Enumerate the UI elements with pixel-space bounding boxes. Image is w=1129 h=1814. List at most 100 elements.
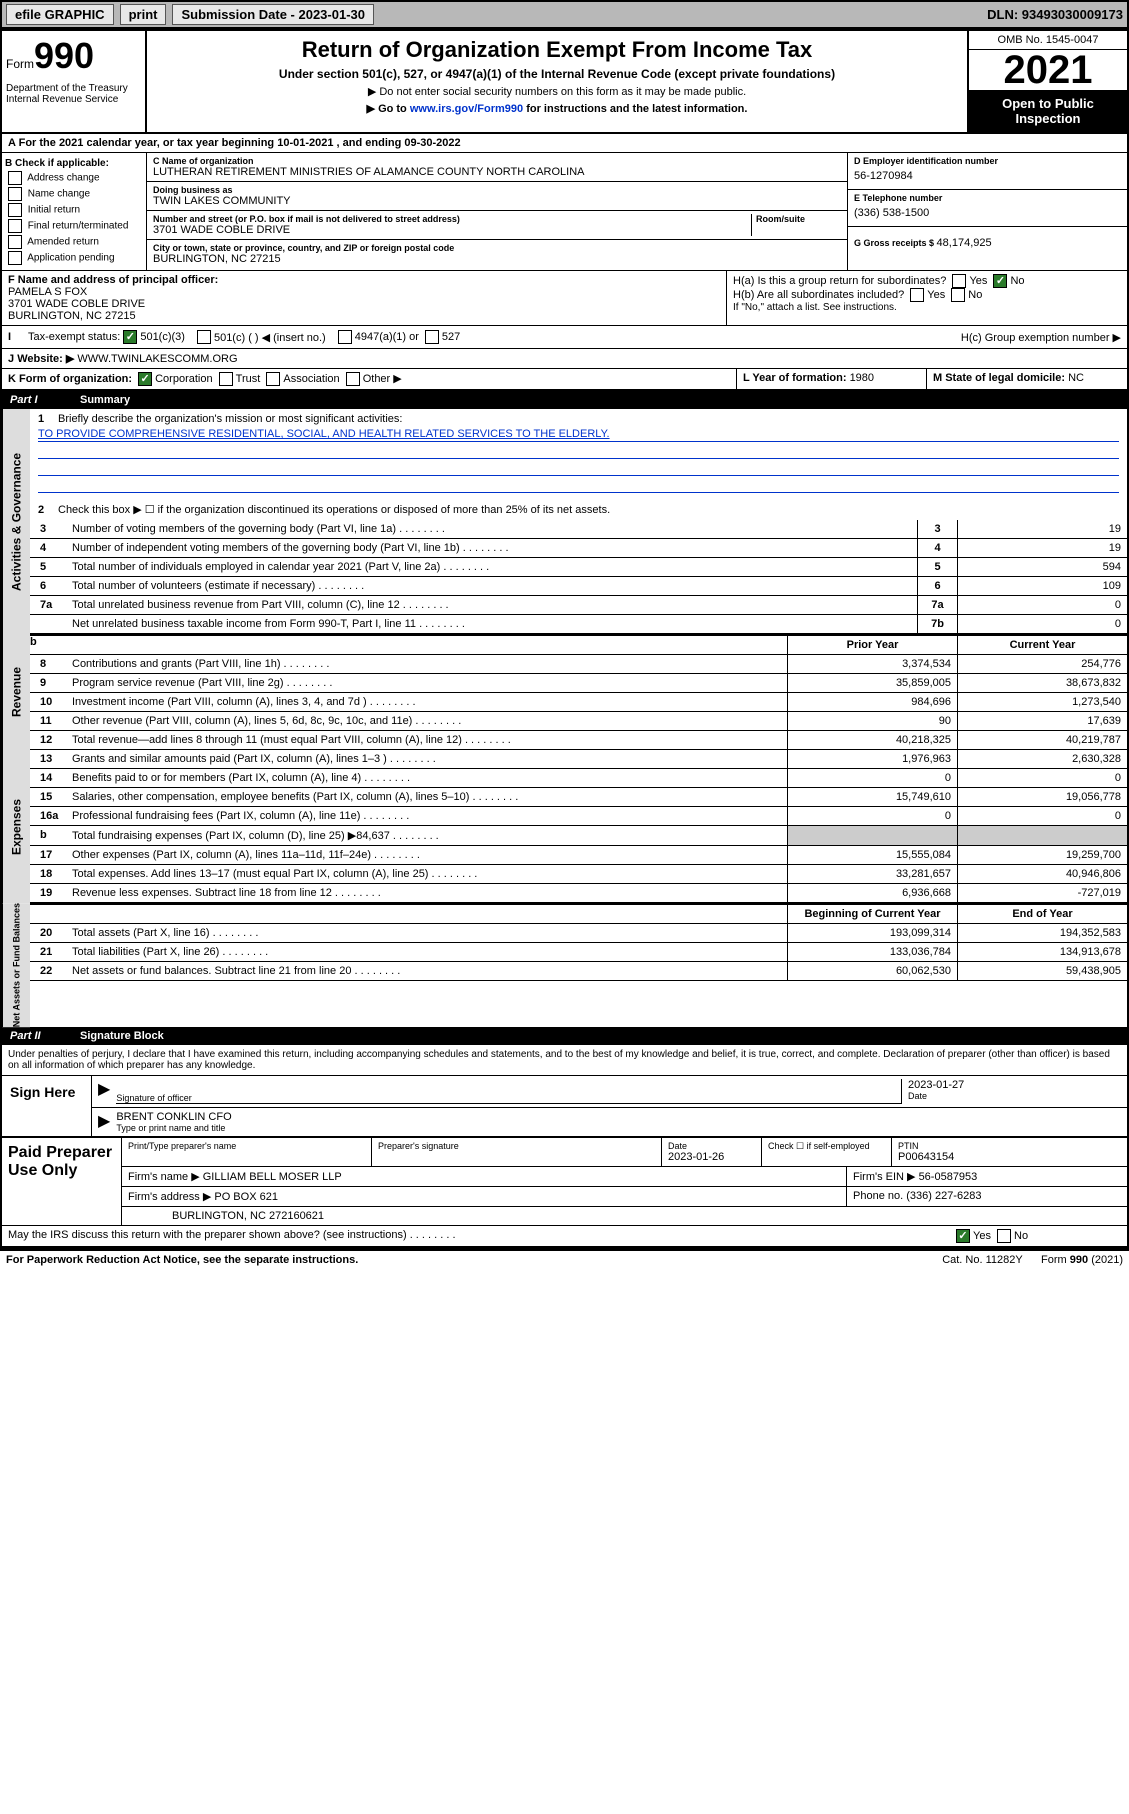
hb-yes[interactable] — [910, 288, 924, 302]
gov-line: 3 Number of voting members of the govern… — [30, 520, 1127, 539]
city-label: City or town, state or province, country… — [153, 243, 841, 253]
l-label: L Year of formation: — [743, 372, 850, 384]
hb-no[interactable] — [951, 288, 965, 302]
print-button[interactable]: print — [120, 4, 167, 25]
firm-addr: PO BOX 621 — [214, 1191, 278, 1203]
date-label: Date — [908, 1091, 1121, 1101]
ck-assoc[interactable] — [266, 372, 280, 386]
firm-name: GILLIAM BELL MOSER LLP — [203, 1171, 342, 1183]
f-label: F Name and address of principal officer: — [8, 274, 720, 286]
ck-527[interactable] — [425, 330, 439, 344]
part1-header: Part ISummary — [2, 391, 1127, 409]
ck-4947[interactable] — [338, 330, 352, 344]
page-footer: For Paperwork Reduction Act Notice, see … — [0, 1250, 1129, 1269]
form-ref: Form 990 (2021) — [1041, 1254, 1123, 1266]
exp-line: 18 Total expenses. Add lines 13–17 (must… — [30, 865, 1127, 884]
ck-501c[interactable] — [197, 330, 211, 344]
firm-phone-label: Phone no. — [853, 1190, 903, 1202]
gov-line: 6 Total number of volunteers (estimate i… — [30, 577, 1127, 596]
prep-date: 2023-01-26 — [668, 1151, 755, 1163]
ha-yes[interactable] — [952, 274, 966, 288]
ck-corp[interactable]: ✓ — [138, 372, 152, 386]
tax-year: 2021 — [969, 50, 1127, 90]
gov-line: 4 Number of independent voting members o… — [30, 539, 1127, 558]
ha-label: H(a) Is this a group return for subordin… — [733, 274, 1121, 288]
addr-value: 3701 WADE COBLE DRIVE — [153, 224, 751, 236]
dba-label: Doing business as — [153, 185, 841, 195]
phone-value: (336) 538-1500 — [854, 203, 1121, 223]
net-line: 20 Total assets (Part X, line 16) 193,09… — [30, 924, 1127, 943]
gov-line: 7a Total unrelated business revenue from… — [30, 596, 1127, 615]
checkbox-final-return[interactable] — [8, 219, 22, 233]
ck-trust[interactable] — [219, 372, 233, 386]
org-name-label: C Name of organization — [153, 156, 841, 166]
firm-ein: 56-0587953 — [919, 1171, 978, 1183]
efile-button[interactable]: efile GRAPHIC — [6, 4, 114, 25]
paid-preparer-label: Paid Preparer Use Only — [2, 1138, 122, 1225]
gov-line: Net unrelated business taxable income fr… — [30, 615, 1127, 634]
pra-notice: For Paperwork Reduction Act Notice, see … — [6, 1254, 358, 1266]
section-d: D Employer identification number 56-1270… — [847, 153, 1127, 270]
form-word: Form — [6, 57, 34, 71]
vlabel-revenue: Revenue — [2, 634, 30, 750]
irs-link[interactable]: www.irs.gov/Form990 — [410, 103, 523, 115]
discuss-yes[interactable]: ✓ — [956, 1229, 970, 1243]
firm-name-label: Firm's name ▶ — [128, 1171, 200, 1183]
dln-label: DLN: 93493030009173 — [987, 7, 1123, 22]
form-number: 990 — [34, 35, 94, 76]
rev-line: 9 Program service revenue (Part VIII, li… — [30, 674, 1127, 693]
arrow-icon: ▶ — [98, 1079, 110, 1104]
ein-label: D Employer identification number — [854, 156, 1121, 166]
dba-value: TWIN LAKES COMMUNITY — [153, 195, 841, 207]
sign-date: 2023-01-27 — [908, 1079, 1121, 1091]
b-label: B Check if applicable: — [5, 158, 143, 169]
room-label: Room/suite — [756, 214, 841, 224]
ptin-label: PTIN — [898, 1141, 1121, 1151]
city-value: BURLINGTON, NC 27215 — [153, 253, 841, 265]
hb-label: H(b) Are all subordinates included? Yes … — [733, 288, 1121, 302]
ha-no[interactable]: ✓ — [993, 274, 1007, 288]
sign-here-label: Sign Here — [2, 1076, 92, 1136]
k-label: K Form of organization: — [8, 373, 132, 385]
inspection-label: Open to Public Inspection — [969, 90, 1127, 132]
rev-line: 10 Investment income (Part VIII, column … — [30, 693, 1127, 712]
exp-line: 15 Salaries, other compensation, employe… — [30, 788, 1127, 807]
exp-line: 13 Grants and similar amounts paid (Part… — [30, 750, 1127, 769]
dept-label: Department of the Treasury Internal Reve… — [6, 83, 141, 105]
checkbox-pending[interactable] — [8, 251, 22, 265]
hc-label: H(c) Group exemption number ▶ — [961, 331, 1121, 344]
checkbox-initial-return[interactable] — [8, 203, 22, 217]
submission-date: Submission Date - 2023-01-30 — [172, 4, 374, 25]
discuss-no[interactable] — [997, 1229, 1011, 1243]
officer-name: PAMELA S FOX — [8, 286, 720, 298]
firm-addr2: BURLINGTON, NC 272160621 — [122, 1207, 1127, 1225]
checkbox-name-change[interactable] — [8, 187, 22, 201]
hb-note: If "No," attach a list. See instructions… — [733, 302, 1121, 313]
ck-other[interactable] — [346, 372, 360, 386]
net-line: 22 Net assets or fund balances. Subtract… — [30, 962, 1127, 981]
mission-text: TO PROVIDE COMPREHENSIVE RESIDENTIAL, SO… — [38, 428, 1119, 442]
i-label: I — [8, 331, 28, 343]
ck-501c3[interactable]: ✓ — [123, 330, 137, 344]
tax-status-label: Tax-exempt status: — [28, 331, 120, 343]
rev-line: 8 Contributions and grants (Part VIII, l… — [30, 655, 1127, 674]
gross-value: 48,174,925 — [937, 237, 992, 249]
period-row: A For the 2021 calendar year, or tax yea… — [2, 134, 1127, 153]
exp-line: b Total fundraising expenses (Part IX, c… — [30, 826, 1127, 846]
m-value: NC — [1068, 372, 1084, 384]
q2-text: Check this box ▶ ☐ if the organization d… — [58, 504, 610, 516]
rev-col-header: b Prior Year Current Year — [30, 634, 1127, 655]
officer-addr: 3701 WADE COBLE DRIVE — [8, 298, 720, 310]
checkbox-amended[interactable] — [8, 235, 22, 249]
a-label: A — [8, 137, 16, 149]
officer-sig-label: Signature of officer — [116, 1093, 901, 1103]
ssn-note: ▶ Do not enter social security numbers o… — [153, 85, 961, 98]
prep-name-label: Print/Type preparer's name — [128, 1141, 365, 1151]
section-b: B Check if applicable: Address change Na… — [2, 153, 147, 270]
exp-line: 14 Benefits paid to or for members (Part… — [30, 769, 1127, 788]
rev-line: 12 Total revenue—add lines 8 through 11 … — [30, 731, 1127, 750]
checkbox-address-change[interactable] — [8, 171, 22, 185]
form-subtitle: Under section 501(c), 527, or 4947(a)(1)… — [153, 67, 961, 81]
form-title: Return of Organization Exempt From Incom… — [153, 37, 961, 63]
self-emp-label: Check ☐ if self-employed — [762, 1138, 892, 1166]
